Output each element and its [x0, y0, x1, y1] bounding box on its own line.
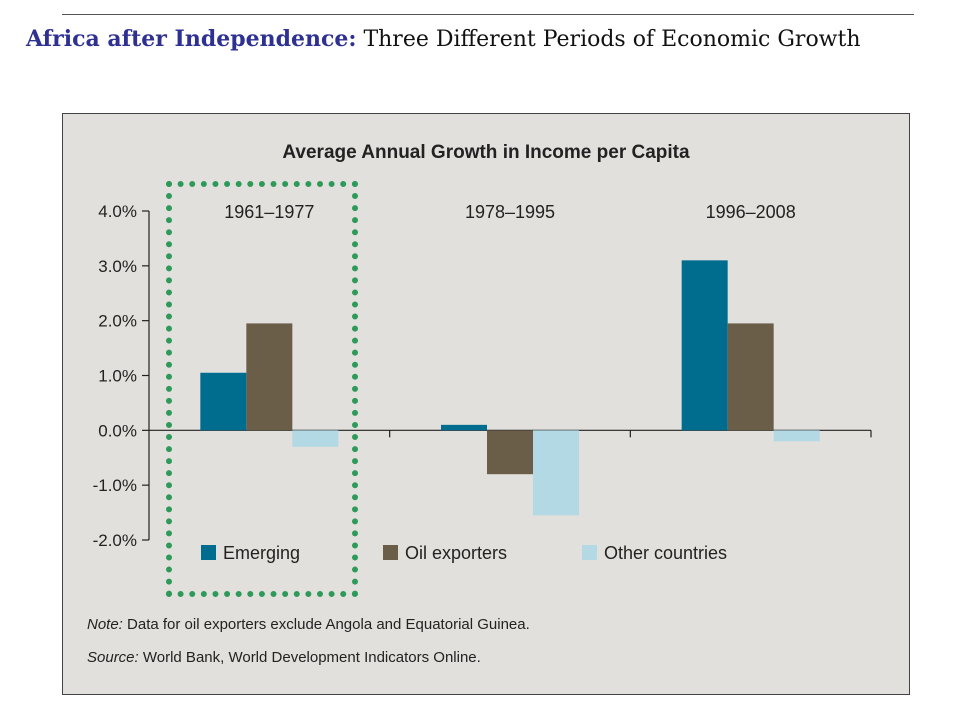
category-label: 1978–1995	[465, 202, 555, 222]
chart-source: Source: World Bank, World Development In…	[87, 649, 481, 666]
legend-swatch	[201, 545, 216, 560]
y-tick-label: -2.0%	[93, 531, 137, 550]
legend-swatch	[383, 545, 398, 560]
bar-chart: 4.0% 3.0% 2.0% 1.0% 0.0% -1.0% -2.0% 1961–1977 1…	[93, 202, 872, 563]
bar	[246, 323, 293, 431]
source-text: World Bank, World Development Indicators…	[138, 649, 481, 666]
note-label: Note:	[87, 616, 123, 633]
bar	[292, 430, 339, 447]
y-tick-label: 4.0%	[98, 202, 137, 221]
y-tick-label: 3.0%	[98, 257, 137, 276]
slide-title-bold: Africa after Independence:	[26, 26, 357, 52]
legend-swatch	[582, 545, 597, 560]
y-tick-label: -1.0%	[93, 476, 137, 495]
slide-title: Africa after Independence: Three Differe…	[26, 26, 956, 52]
highlight-box-1961-1977	[166, 181, 358, 597]
chart-note: Note: Data for oil exporters exclude Ang…	[87, 616, 530, 633]
legend-label: Emerging	[223, 543, 300, 563]
y-tick-label: 1.0%	[98, 367, 137, 386]
category-label: 1996–2008	[706, 202, 796, 222]
bar	[727, 323, 774, 431]
chart-panel: Average Annual Growth in Income per Capi…	[62, 113, 910, 695]
bar	[773, 430, 820, 442]
bar	[533, 430, 579, 516]
legend-label: Oil exporters	[405, 543, 507, 563]
bar	[681, 260, 728, 431]
category-label: 1961–1977	[224, 202, 314, 222]
source-label: Source:	[87, 649, 139, 666]
legend-label: Other countries	[604, 543, 727, 563]
chart-title: Average Annual Growth in Income per Capi…	[282, 142, 690, 163]
slide-title-rest: Three Different Periods of Economic Grow…	[356, 27, 861, 52]
note-text: Data for oil exporters exclude Angola an…	[122, 616, 530, 633]
y-tick-label: 2.0%	[98, 312, 137, 331]
top-rule	[62, 14, 914, 15]
bar	[487, 430, 533, 475]
bar	[441, 424, 487, 431]
y-tick-label: 0.0%	[98, 421, 137, 440]
bar	[200, 372, 247, 431]
